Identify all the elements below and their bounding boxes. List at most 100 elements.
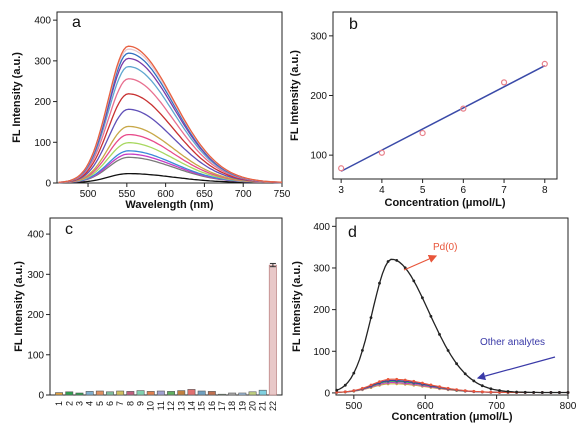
panel-c-bar-12	[167, 391, 175, 396]
panel-b-point-6	[541, 60, 548, 67]
panel-c-x-tick-label: 15	[197, 401, 207, 411]
panel-d-annotation-pd: Pd(0)	[433, 242, 457, 253]
panel-b-point-4	[460, 105, 467, 112]
panel-c-bar-6	[106, 391, 114, 396]
panel-c-x-tick-label: 8	[125, 401, 135, 406]
panel-c-x-tick-label: 19	[237, 401, 247, 411]
panel-c-bar-18	[228, 392, 237, 396]
panel-b-x-tick-label: 3	[338, 185, 344, 196]
panel-c-y-tick-label: 100	[27, 350, 44, 361]
panel-d-series-marker-2	[352, 389, 356, 392]
panel-d-series-marker-2	[463, 389, 467, 392]
panel-b-fit-line	[340, 65, 546, 172]
panel-d-x-tick-label: 700	[488, 401, 505, 412]
panel-c-x-tick-label: 5	[95, 401, 105, 406]
panel-a-x-tick-label: 600	[157, 189, 174, 200]
panel-d-series-marker-1	[549, 391, 553, 394]
panel-c-x-tick-label: 11	[156, 401, 166, 410]
panel-c-bar-17	[218, 393, 226, 396]
panel-a-letter: a	[72, 14, 81, 31]
panel-d-series-marker-1	[446, 349, 450, 352]
panel-d: 500 600 700 800 0 100 200 300 400 Pd(0) Other anal…	[291, 217, 577, 423]
panel-b-point-3	[419, 129, 426, 137]
panel-c-y-tick-label: 300	[27, 270, 44, 281]
panel-c-x-tick-label: 18	[227, 401, 237, 411]
panel-d-series-marker-2	[472, 389, 476, 393]
panel-d-series-marker-2	[429, 383, 433, 387]
panel-c-x-tick-label: 3	[74, 401, 84, 406]
panel-c-y-tick-label: 400	[27, 230, 44, 241]
panel-a: 500 550 600 650 700 750 0 100 200 300 400 Wavelengt…	[11, 11, 291, 211]
panel-c-bar-21	[258, 389, 267, 396]
panel-d-series-marker-1	[403, 266, 407, 270]
panel-d-series-marker-1	[506, 390, 510, 393]
panel-d-series-marker-1	[463, 372, 467, 376]
panel-d-y-axis-label: FL Intensity (a.u.)	[291, 261, 303, 352]
panel-c-x-tick-label: 12	[166, 401, 176, 411]
panel-b-y-tick-label: 200	[310, 91, 327, 102]
panel-d-series-marker-1	[335, 388, 339, 392]
panel-d-annotation-other: Other analytes	[480, 337, 545, 348]
panel-c-bar-2	[65, 391, 74, 396]
panel-d-series-marker-1	[421, 296, 424, 300]
panel-a-x-tick-label: 500	[80, 189, 97, 200]
panel-d-y-tick-label: 200	[313, 305, 330, 316]
panel-d-y-tick-label: 300	[313, 263, 330, 274]
panel-d-series-marker-1	[489, 387, 493, 391]
panel-d-series-marker-2	[455, 388, 458, 391]
panel-c-x-tick-label: 21	[258, 401, 268, 411]
panel-d-series-marker-2	[343, 390, 347, 394]
panel-d-letter: d	[348, 224, 357, 241]
panel-d-series-marker-2	[335, 390, 339, 394]
panel-c-bar-16	[207, 391, 216, 396]
panel-a-y-axis-label: FL Intensity (a.u.)	[11, 52, 23, 143]
panel-c-bar-19	[238, 392, 247, 396]
panel-d-x-tick-label: 800	[560, 401, 577, 412]
panel-c-x-tick-label: 10	[146, 401, 156, 411]
panel-d-series-marker-1	[395, 259, 399, 262]
panel-c-bar-20	[248, 391, 257, 396]
panel-d-series-marker-1	[412, 279, 416, 283]
panel-d-series-marker-1	[532, 391, 536, 394]
panel-a-x-axis-label: Wavelength (nm)	[125, 199, 214, 211]
panel-a-axes-frame	[56, 11, 283, 184]
panel-c-bar-1	[55, 392, 64, 396]
panel-b-x-tick-label: 4	[379, 185, 385, 196]
panel-c-bar-10	[146, 391, 155, 396]
panel-a-series-line-15	[58, 45, 283, 183]
panel-c-axes-frame	[49, 217, 283, 396]
panel-c-bar-13	[177, 390, 186, 396]
panel-b-point-5	[500, 79, 508, 86]
panel-a-y-tick-label: 300	[34, 56, 51, 67]
panel-d-series-marker-2	[395, 377, 399, 381]
panel-c-bar-5	[95, 390, 104, 396]
panel-c-bar-14	[187, 389, 196, 396]
panel-d-series-marker-2	[378, 380, 381, 383]
panel-a-x-tick-label: 650	[196, 189, 213, 200]
panel-d-series-marker-1	[480, 384, 484, 388]
panel-b-x-axis-label: Concentration (μmol/L)	[385, 197, 506, 209]
panel-a-y-tick-label: 200	[34, 97, 51, 108]
panel-c-x-tick-label: 14	[186, 401, 196, 411]
panel-d-series-marker-2	[403, 378, 407, 382]
panel-c-x-tick-label: 13	[176, 401, 186, 411]
panel-d-series-marker-2	[412, 379, 416, 383]
panel-c-bar-3	[75, 392, 84, 396]
panel-d-series-marker-1	[523, 390, 527, 394]
panel-d-series-marker-1	[540, 391, 544, 394]
panel-c-bar-22	[268, 264, 277, 396]
panel-a-x-tick-label: 750	[274, 189, 291, 200]
panel-d-series-marker-1	[352, 371, 356, 375]
panel-c-letter: c	[65, 221, 73, 238]
panel-b: 3 4 5 6 7 8 100 200 300 Concentration (μmol/L) FL …	[289, 11, 558, 209]
panel-c-x-tick-label: 22	[268, 401, 278, 411]
panel-b-point-1	[338, 165, 345, 172]
panel-c-x-tick-label: 1	[54, 401, 64, 406]
panel-d-series-marker-1	[515, 390, 518, 394]
panel-d-series-line-1	[336, 258, 568, 394]
panel-c-x-tick-label: 16	[207, 401, 217, 411]
panel-d-series-marker-1	[472, 379, 476, 383]
panel-c-bar-7	[116, 390, 125, 396]
panel-c-bar-11	[156, 390, 165, 396]
panel-d-series-marker-2	[369, 383, 373, 387]
